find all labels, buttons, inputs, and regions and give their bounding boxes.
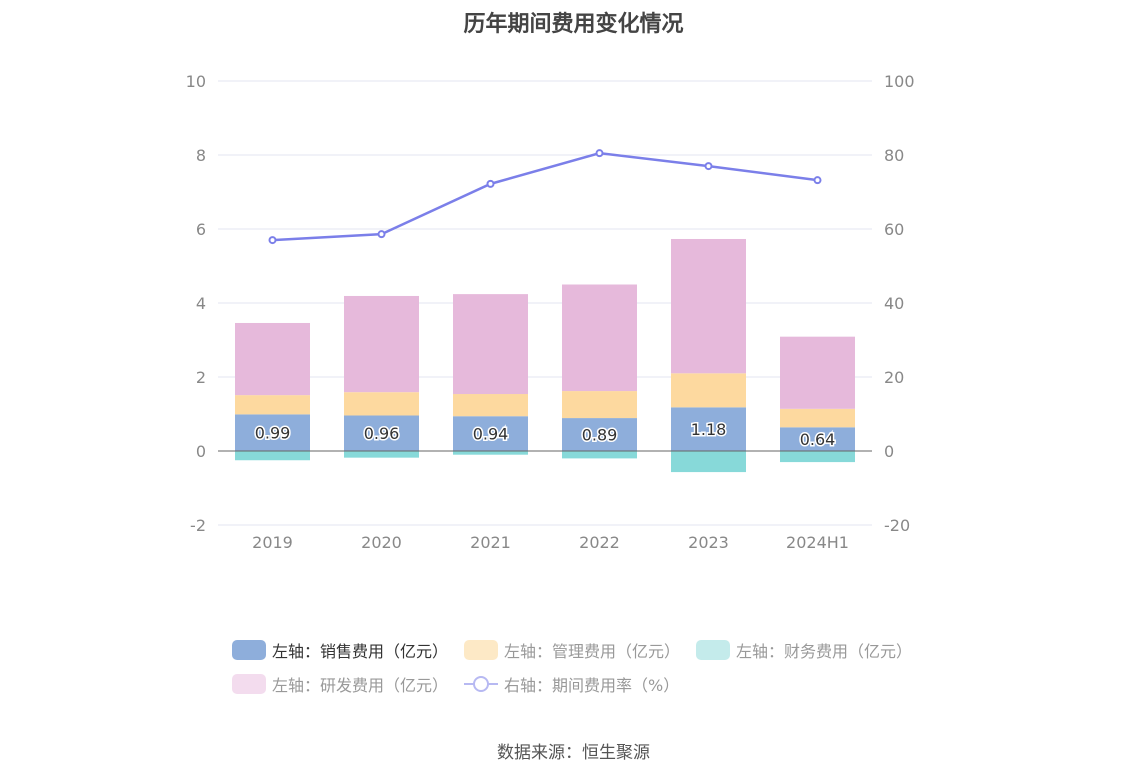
rate-point	[813, 176, 822, 185]
bar-segment	[344, 415, 419, 451]
left-tick-label: 6	[196, 220, 206, 239]
bar-segment	[562, 391, 637, 419]
right-tick-label: -20	[884, 516, 910, 535]
legend-item-admin[interactable]: 左轴：管理费用（亿元）	[464, 638, 680, 662]
right-tick-label: 80	[884, 146, 904, 165]
right-tick-label: 40	[884, 294, 904, 313]
bar-segment	[780, 408, 855, 428]
legend-swatch-sales	[232, 640, 266, 660]
bar-segment	[344, 295, 419, 393]
bar-segment	[235, 414, 310, 451]
left-tick-label: 8	[196, 146, 206, 165]
left-tick-label: 0	[196, 442, 206, 461]
legend-label-finance: 左轴：财务费用（亿元）	[736, 642, 913, 661]
bar-segment	[780, 427, 855, 451]
bar-segment	[671, 373, 746, 408]
right-tick-label: 100	[884, 72, 915, 91]
data-label: 0.99	[255, 424, 291, 443]
rate-line-path	[272, 151, 818, 242]
rate-point	[704, 162, 713, 171]
category-label: 2019	[252, 533, 293, 552]
data-label: 1.18	[691, 420, 727, 439]
left-tick-label: 2	[196, 368, 206, 387]
bar-segment	[453, 294, 528, 395]
rate-point	[486, 179, 495, 188]
data-labels: 0.99 0.96 0.94 0.89 1.18 0.64	[253, 419, 837, 451]
bar-segment	[671, 407, 746, 451]
category-label: 2024H1	[786, 533, 849, 552]
legend-item-rnd[interactable]: 左轴：研发费用（亿元）	[232, 672, 448, 696]
left-tick-label: 10	[186, 72, 206, 91]
bar-segment	[562, 418, 637, 451]
legend-line-icon	[464, 674, 498, 694]
grid	[218, 80, 872, 526]
right-tick-label: 0	[884, 442, 894, 461]
rate-point	[377, 230, 386, 239]
bar-segment-negative	[562, 451, 637, 459]
bar-segment-negative	[235, 451, 310, 461]
category-label: 2020	[361, 533, 402, 552]
bar-segment	[235, 322, 310, 396]
rate-point	[595, 149, 604, 158]
bar-segment	[780, 336, 855, 409]
bar-segment-negative	[671, 451, 746, 473]
rate-line	[268, 149, 822, 245]
bar-segment	[453, 416, 528, 451]
legend-swatch-admin	[464, 640, 498, 660]
bar-segment	[344, 392, 419, 416]
right-tick-label: 20	[884, 368, 904, 387]
right-tick-label: 60	[884, 220, 904, 239]
legend-item-finance[interactable]: 左轴：财务费用（亿元）	[696, 638, 912, 662]
category-label: 2021	[470, 533, 511, 552]
category-label: 2023	[688, 533, 729, 552]
legend-item-sales[interactable]: 左轴：销售费用（亿元）	[232, 638, 448, 662]
bar-segment	[671, 238, 746, 374]
left-tick-label: 4	[196, 294, 206, 313]
legend-label-rate: 右轴：期间费用率（%）	[504, 676, 680, 695]
rate-point	[268, 236, 277, 245]
data-label: 0.89	[582, 426, 618, 445]
legend-label-sales: 左轴：销售费用（亿元）	[272, 642, 449, 661]
bar-segment-negative	[780, 451, 855, 463]
data-label: 0.94	[473, 425, 509, 444]
legend-item-rate[interactable]: 右轴：期间费用率（%）	[464, 672, 679, 696]
bar-segment-negative	[344, 451, 419, 458]
left-tick-label: -2	[190, 516, 206, 535]
data-label: 0.96	[364, 424, 400, 443]
legend-swatch-finance	[696, 640, 730, 660]
bar-segment	[235, 395, 310, 415]
bar-segment-negative	[453, 451, 528, 455]
data-source: 数据来源：恒生聚源	[497, 743, 650, 763]
category-label: 2022	[579, 533, 620, 552]
legend-swatch-rnd	[232, 674, 266, 694]
bar-segment	[453, 394, 528, 417]
data-label: 0.64	[800, 430, 836, 449]
legend-label-admin: 左轴：管理费用（亿元）	[504, 642, 681, 661]
bar-segment	[562, 284, 637, 392]
axes: -2 -20 0 0 2 20 4 40 6 60 8 80 10 100 2019 2020 2021 2022…	[186, 72, 915, 552]
chart-title: 历年期间费用变化情况	[463, 12, 684, 37]
legend-label-rnd: 左轴：研发费用（亿元）	[272, 676, 449, 695]
bars	[235, 238, 855, 473]
